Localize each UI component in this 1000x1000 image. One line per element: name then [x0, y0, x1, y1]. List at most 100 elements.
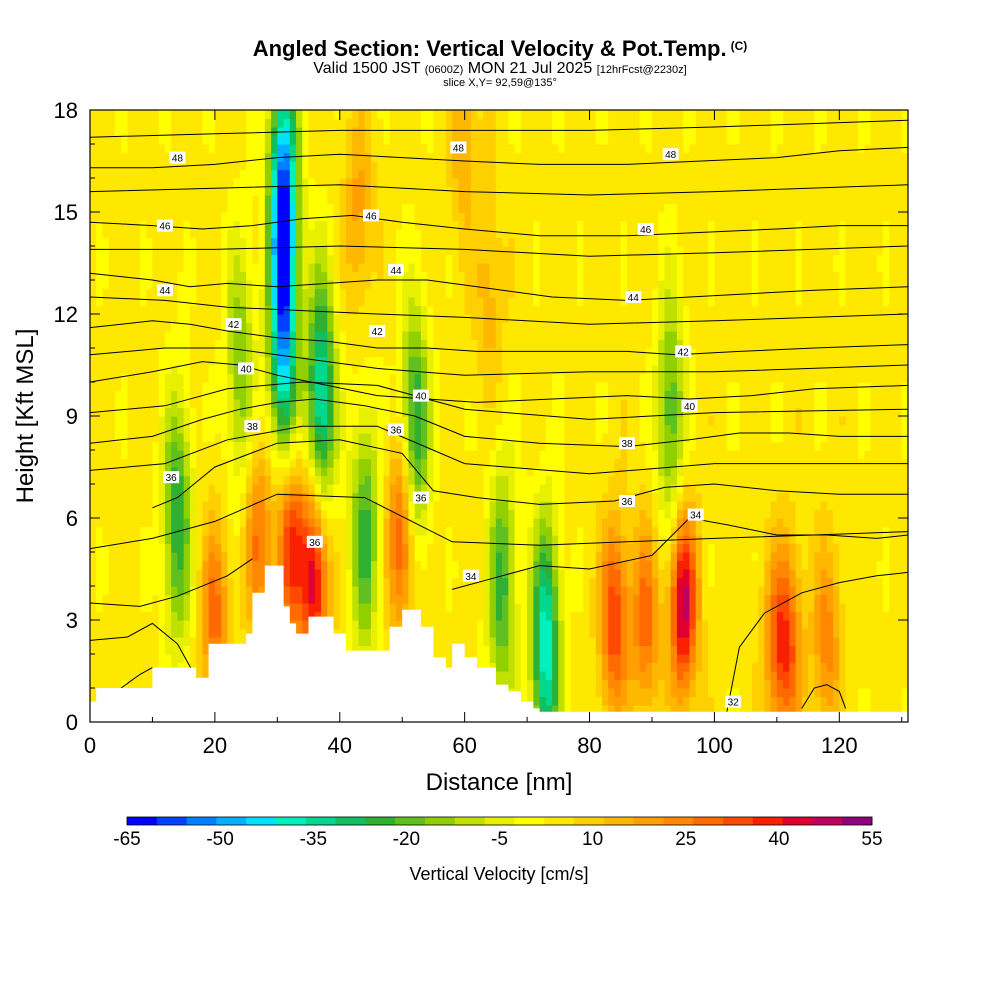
velocity-cell	[321, 467, 328, 477]
velocity-cell	[102, 314, 110, 324]
velocity-cell	[452, 339, 460, 349]
velocity-cell	[333, 484, 341, 494]
velocity-cell	[246, 518, 253, 528]
velocity-cell	[495, 331, 503, 341]
velocity-cell	[427, 390, 435, 400]
velocity-cell	[339, 186, 347, 196]
velocity-cell	[108, 560, 116, 570]
velocity-cell	[227, 203, 235, 213]
velocity-cell	[189, 127, 197, 137]
velocity-cell	[96, 365, 104, 375]
velocity-cell	[146, 603, 154, 613]
velocity-cell	[96, 526, 104, 536]
velocity-cell	[458, 305, 466, 315]
velocity-cell	[227, 492, 235, 502]
velocity-cell	[452, 492, 460, 502]
velocity-cell	[514, 543, 522, 553]
velocity-cell	[358, 263, 366, 273]
velocity-cell	[420, 271, 428, 281]
velocity-cell	[114, 501, 122, 511]
velocity-cell	[108, 254, 116, 264]
velocity-cell	[139, 118, 147, 128]
velocity-cell	[452, 543, 460, 553]
velocity-cell	[402, 560, 410, 570]
velocity-cell	[302, 467, 310, 477]
velocity-cell	[133, 365, 141, 375]
velocity-cell	[477, 288, 484, 298]
velocity-cell	[189, 169, 197, 179]
velocity-cell	[370, 620, 378, 630]
velocity-cell	[420, 195, 428, 205]
velocity-cell	[139, 484, 147, 494]
velocity-cell	[189, 118, 197, 128]
velocity-cell	[121, 263, 129, 273]
velocity-cell	[127, 416, 135, 426]
velocity-cell	[277, 339, 285, 349]
velocity-cell	[283, 526, 291, 536]
velocity-cell	[177, 552, 185, 562]
velocity-cell	[108, 441, 116, 451]
velocity-cell	[189, 297, 197, 307]
velocity-cell	[233, 271, 241, 281]
velocity-cell	[489, 560, 497, 570]
velocity-cell	[96, 552, 104, 562]
velocity-cell	[520, 645, 528, 655]
velocity-cell	[271, 535, 278, 545]
velocity-cell	[333, 526, 341, 536]
velocity-cell	[202, 492, 210, 502]
velocity-cell	[121, 594, 129, 604]
velocity-cell	[520, 679, 528, 689]
velocity-cell	[352, 365, 360, 375]
velocity-cell	[164, 628, 172, 638]
velocity-cell	[427, 144, 435, 154]
velocity-cell	[289, 484, 297, 494]
velocity-cell	[177, 229, 185, 239]
velocity-cell	[302, 552, 310, 562]
velocity-cell	[364, 263, 372, 273]
velocity-cell	[158, 331, 166, 341]
velocity-cell	[283, 594, 291, 604]
velocity-cell	[102, 237, 110, 247]
velocity-cell	[395, 484, 403, 494]
velocity-cell	[246, 339, 253, 349]
velocity-cell	[214, 611, 222, 621]
velocity-cell	[196, 127, 203, 137]
velocity-cell	[133, 169, 141, 179]
velocity-cell	[302, 501, 310, 511]
velocity-cell	[308, 169, 316, 179]
velocity-cell	[258, 161, 266, 171]
velocity-cell	[470, 373, 478, 383]
velocity-cell	[321, 305, 328, 315]
velocity-cell	[208, 365, 216, 375]
velocity-cell	[189, 390, 197, 400]
velocity-cell	[402, 118, 410, 128]
velocity-cell	[252, 543, 260, 553]
velocity-cell	[514, 628, 522, 638]
velocity-cell	[146, 152, 154, 162]
velocity-cell	[308, 433, 316, 443]
velocity-cell	[108, 501, 116, 511]
velocity-cell	[470, 203, 478, 213]
velocity-cell	[264, 433, 272, 443]
velocity-cell	[364, 399, 372, 409]
velocity-cell	[427, 297, 435, 307]
velocity-cell	[377, 186, 385, 196]
velocity-cell	[164, 407, 172, 417]
velocity-cell	[239, 475, 247, 485]
velocity-cell	[470, 518, 478, 528]
velocity-cell	[227, 399, 235, 409]
velocity-cell	[202, 144, 210, 154]
velocity-cell	[127, 161, 135, 171]
velocity-cell	[333, 407, 341, 417]
velocity-cell	[333, 152, 341, 162]
velocity-cell	[102, 118, 110, 128]
velocity-cell	[439, 212, 447, 222]
velocity-cell	[164, 203, 172, 213]
velocity-cell	[308, 569, 316, 579]
velocity-cell	[452, 305, 460, 315]
velocity-cell	[271, 118, 278, 128]
velocity-cell	[177, 594, 185, 604]
velocity-cell	[514, 552, 522, 562]
velocity-cell	[383, 484, 391, 494]
velocity-cell	[214, 518, 222, 528]
